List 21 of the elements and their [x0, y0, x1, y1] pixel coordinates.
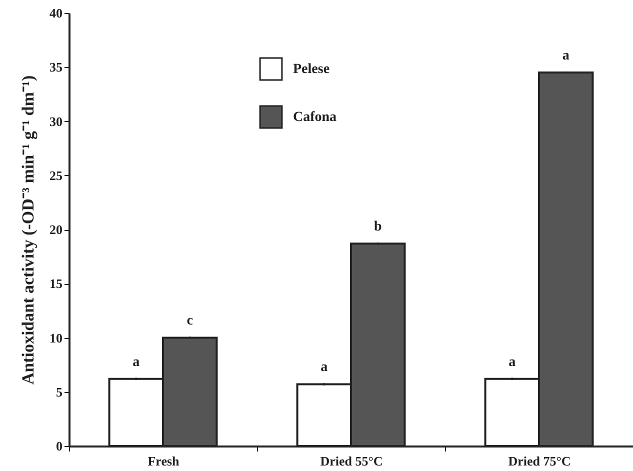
x-tick-label: Fresh — [148, 454, 180, 468]
y-tick-label: 25 — [50, 168, 63, 183]
y-axis-title: Antioxidant activity (-OD⁻³ min⁻¹ g⁻¹ dm⁻¹) — [18, 75, 38, 385]
y-tick-label: 10 — [50, 330, 62, 346]
data-label: c — [186, 314, 193, 329]
y-tick-label: 40 — [50, 6, 62, 20]
legend-label: Pelese — [293, 62, 330, 77]
data-label: a — [320, 360, 328, 376]
x-tick-label: Dried 75°C — [508, 454, 571, 468]
y-tick-label: 35 — [50, 60, 63, 75]
y-tick-label: 5 — [56, 384, 63, 400]
data-label: b — [374, 219, 382, 234]
y-tick-label: 30 — [50, 114, 62, 129]
y-tick-label: 0 — [56, 438, 62, 454]
data-label: a — [132, 354, 140, 370]
legend-label: Cafona — [293, 110, 337, 125]
data-label: a — [562, 48, 570, 64]
y-tick-label: 20 — [50, 222, 62, 237]
y-tick-label: 15 — [50, 276, 63, 292]
x-tick-label: Dried 55°C — [320, 454, 383, 468]
data-label: a — [508, 354, 516, 370]
